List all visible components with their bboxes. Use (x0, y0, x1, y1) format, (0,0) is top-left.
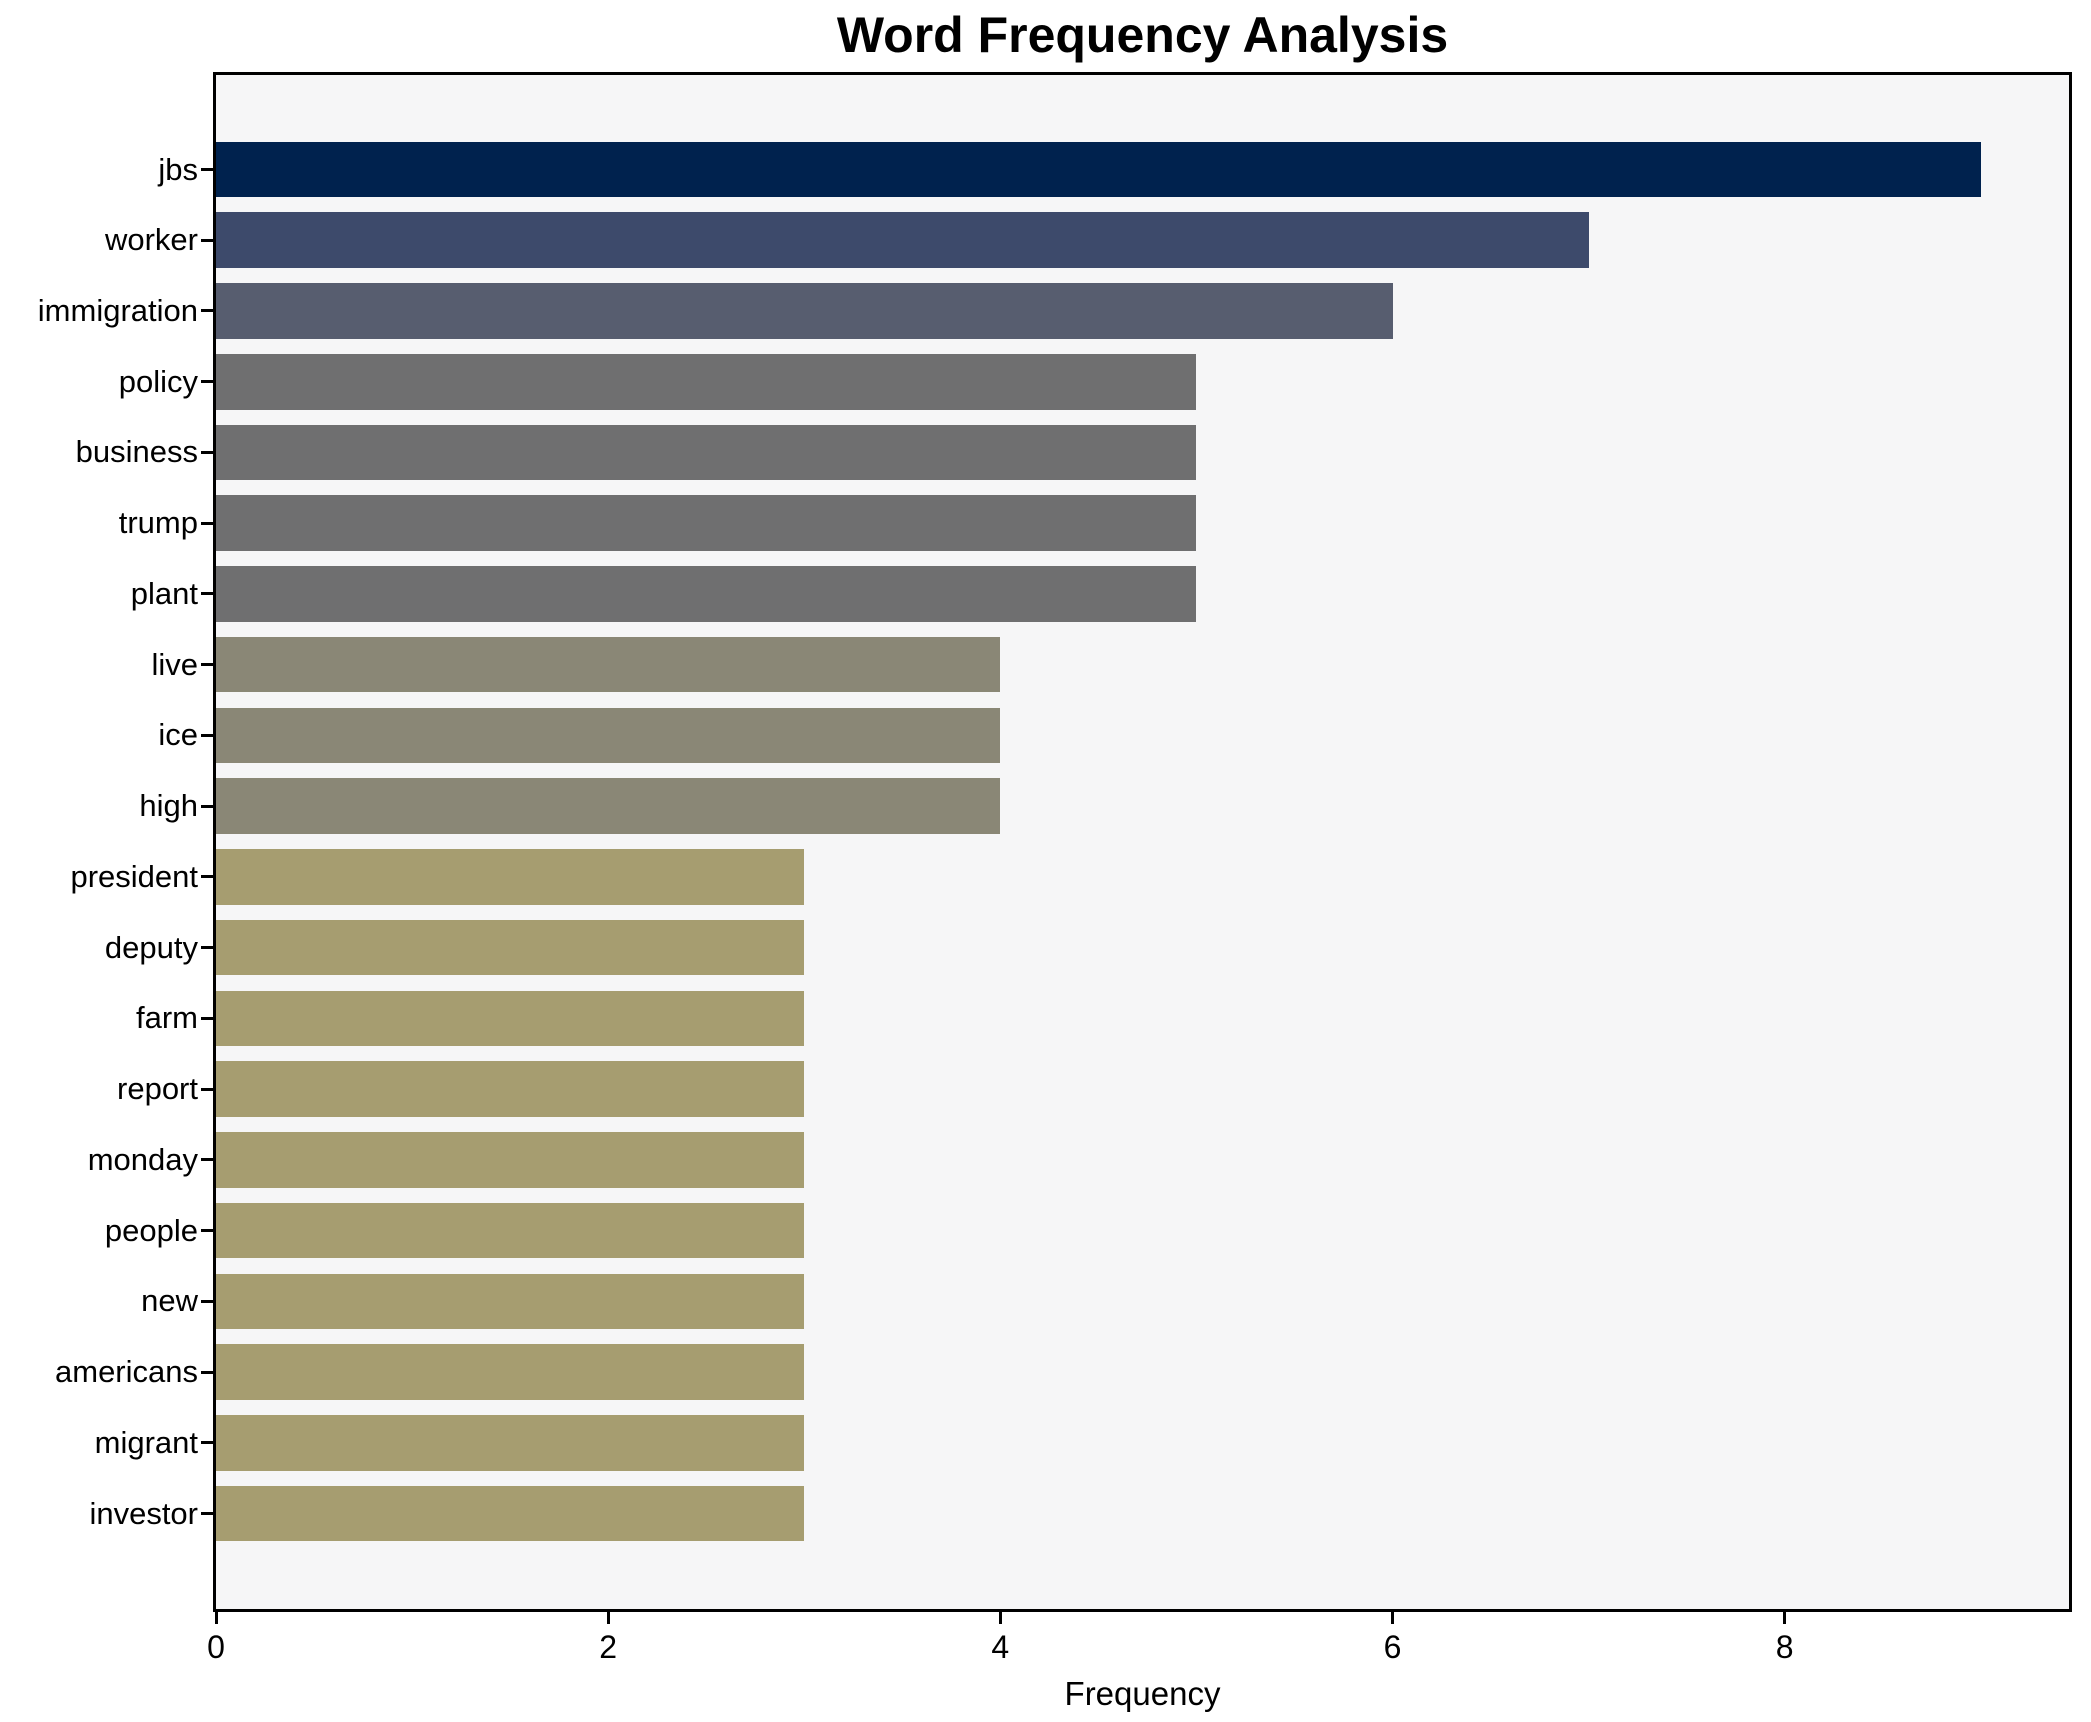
x-tick-label: 6 (1383, 1629, 1402, 1665)
y-tick-label: investor (89, 1495, 198, 1531)
y-tick-mark (201, 875, 213, 879)
y-tick-label: report (117, 1071, 198, 1107)
bar (216, 141, 1981, 198)
bar (216, 1344, 805, 1400)
y-tick-mark (201, 380, 213, 384)
y-tick-mark (201, 1512, 213, 1516)
bar (216, 1132, 805, 1188)
y-tick-label: plant (130, 575, 198, 611)
bar (216, 353, 1197, 410)
x-tick-mark (214, 1612, 218, 1624)
y-tick-label: trump (118, 505, 198, 541)
chart-title: Word Frequency Analysis (836, 7, 1449, 63)
x-tick-label: 4 (991, 1629, 1010, 1665)
y-tick-mark (201, 521, 213, 525)
y-tick-mark (201, 450, 213, 454)
y-tick-label: jbs (158, 151, 198, 187)
y-tick-label: people (104, 1212, 198, 1248)
y-tick-label: monday (87, 1141, 198, 1177)
y-tick-label: new (141, 1283, 198, 1319)
bar (216, 283, 1393, 339)
x-tick-label: 2 (599, 1629, 618, 1665)
bar (216, 212, 1589, 269)
bar (216, 424, 1197, 481)
y-tick-label: americans (55, 1354, 198, 1390)
bar (216, 778, 1001, 834)
y-tick-mark (201, 1229, 213, 1233)
x-tick-mark (998, 1612, 1002, 1624)
y-tick-mark (201, 309, 213, 313)
y-tick-label: ice (158, 717, 198, 753)
y-tick-label: policy (118, 363, 198, 399)
y-tick-label: president (70, 858, 198, 894)
y-tick-label: live (151, 646, 198, 682)
y-tick-mark (201, 733, 213, 737)
y-tick-mark (201, 1087, 213, 1091)
y-tick-label: farm (136, 1000, 198, 1036)
bar (216, 919, 805, 976)
x-tick-label: 0 (207, 1629, 225, 1665)
bar (216, 707, 1001, 764)
plot-area: jbs worker immigration policy business trump p… (38, 72, 2072, 1712)
bar (216, 566, 1197, 622)
y-tick-mark (201, 168, 213, 171)
bar (216, 1485, 805, 1542)
x-tick-mark (606, 1612, 610, 1624)
bar (216, 1202, 805, 1259)
y-tick-mark (201, 1016, 213, 1020)
y-tick-label: business (75, 434, 198, 470)
y-tick-mark (201, 1370, 213, 1374)
x-tick-mark (1391, 1612, 1394, 1624)
y-tick-mark (201, 663, 213, 667)
y-tick-mark (201, 946, 213, 950)
bar (216, 849, 805, 905)
y-tick-label: immigration (37, 292, 198, 328)
y-tick-label: high (139, 788, 198, 824)
bar (216, 1415, 805, 1471)
y-tick-label: worker (104, 222, 198, 258)
x-axis-label: Frequency (1064, 1675, 1221, 1712)
bars-layer: jbs worker immigration policy business trump p… (38, 75, 2069, 1665)
y-tick-label: deputy (104, 929, 198, 965)
x-tick-label: 8 (1775, 1629, 1794, 1665)
y-tick-mark (201, 238, 213, 242)
y-tick-mark (201, 804, 213, 808)
y-tick-mark (201, 592, 213, 596)
bar (216, 636, 1001, 693)
bar (216, 1273, 805, 1330)
y-tick-mark (201, 1441, 213, 1445)
bar (216, 495, 1197, 551)
y-tick-mark (201, 1299, 213, 1303)
y-tick-mark (201, 1158, 213, 1162)
y-tick-label: migrant (94, 1424, 198, 1460)
bar (216, 1061, 805, 1117)
bar (216, 990, 805, 1047)
x-tick-mark (1783, 1612, 1787, 1624)
